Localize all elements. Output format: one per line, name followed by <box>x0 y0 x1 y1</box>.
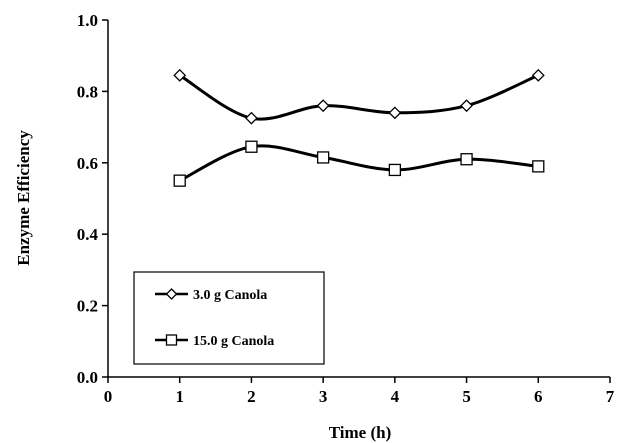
series-line <box>179 144 539 182</box>
x-tick-label: 1 <box>175 387 184 406</box>
legend-marker-diamond <box>165 288 178 300</box>
x-tick-label: 4 <box>391 387 400 406</box>
x-axis-ticks: 0 1 2 3 4 5 6 7 <box>104 377 615 406</box>
axes <box>107 20 610 378</box>
y-axis-ticks: 0.0 0.2 0.4 0.6 0.8 1.0 <box>77 11 108 387</box>
series-line <box>178 73 539 121</box>
data-point-diamond <box>460 99 473 113</box>
y-tick-label: 0.4 <box>77 225 99 244</box>
x-tick-label: 5 <box>462 387 471 406</box>
series-layer <box>173 68 545 187</box>
legend-label-series-2: 15.0 g Canola <box>193 334 274 349</box>
x-axis-title: Time (h) <box>329 423 392 442</box>
data-point-square <box>388 163 402 177</box>
x-tick-label: 2 <box>247 387 256 406</box>
data-point-diamond <box>245 111 258 125</box>
x-tick-label: 7 <box>606 387 615 406</box>
x-tick-label: 3 <box>319 387 328 406</box>
data-point-diamond <box>388 106 402 120</box>
y-tick-label: 0.8 <box>77 82 98 101</box>
data-point-diamond <box>531 68 545 82</box>
y-axis-title: Enzyme Efficiency <box>14 130 33 266</box>
data-point-diamond <box>316 99 330 113</box>
y-tick-label: 0.6 <box>77 154 98 173</box>
series-2 <box>173 140 545 187</box>
data-point-square <box>316 151 330 164</box>
series-1 <box>173 68 545 125</box>
legend-label-series-1: 3.0 g Canola <box>193 288 267 303</box>
x-tick-label: 0 <box>104 387 113 406</box>
legend: 3.0 g Canola 15.0 g Canola <box>133 271 325 365</box>
y-tick-label: 0.0 <box>77 368 98 387</box>
legend-marker-square <box>165 334 178 346</box>
y-tick-label: 1.0 <box>77 11 98 30</box>
y-tick-label: 0.2 <box>77 297 98 316</box>
data-point-square <box>245 140 258 153</box>
legend-box <box>133 271 325 365</box>
data-point-diamond <box>173 68 187 82</box>
x-tick-label: 6 <box>534 387 543 406</box>
data-point-square <box>532 160 545 173</box>
data-point-square <box>460 153 473 166</box>
data-point-square <box>173 174 186 187</box>
